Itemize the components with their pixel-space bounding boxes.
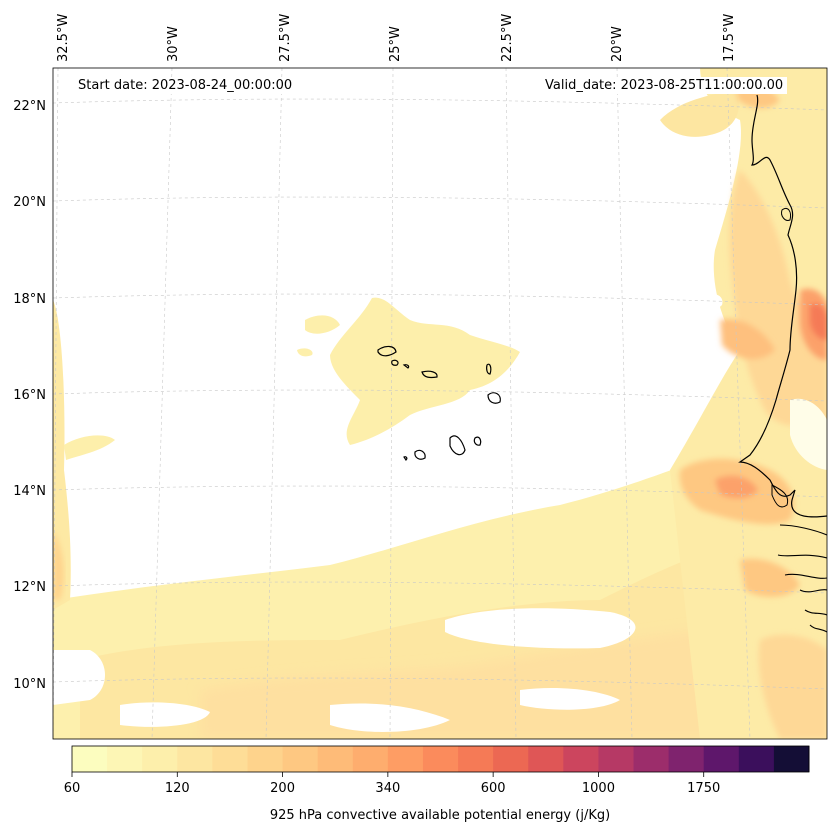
clear-area [705,294,723,310]
colorbar-swatch [528,746,564,772]
colorbar-swatch [247,746,284,772]
colorbar-swatch [703,746,740,772]
map-gridlines [53,68,827,739]
colorbar-swatch [598,746,635,772]
lon-label: 30°W [166,26,181,62]
colorbar-swatch [177,746,213,772]
lon-label: 32.5°W [56,14,71,62]
lat-label: 16°N [13,388,46,403]
cape-western-strip [53,300,71,610]
latitude-labels: 22°N 20°N 18°N 16°N 14°N 12°N 10°N [13,99,46,692]
colorbar [72,746,810,772]
lat-label: 22°N [13,99,46,114]
colorbar-tick-label: 120 [164,781,190,796]
lon-label: 25°W [388,26,403,62]
colorbar-swatch [668,746,705,772]
colorbar-swatch [738,746,775,772]
lon-label: 27.5°W [278,14,293,62]
clear-area [445,608,636,649]
colorbar-tick-label: 1000 [581,781,615,796]
lon-label: 17.5°W [722,14,737,62]
colorbar-ticks [71,772,705,777]
lon-label: 20°W [610,26,625,62]
colorbar-swatch [212,746,248,772]
colorbar-swatch [282,746,319,772]
colorbar-swatch [458,746,494,772]
lat-label: 10°N [13,677,46,692]
colorbar-swatch [493,746,529,772]
colorbar-tick-label: 1750 [687,781,721,796]
colorbar-swatch [387,746,424,772]
colorbar-swatch [142,746,178,772]
colorbar-swatch [352,746,389,772]
colorbar-frame [71,745,810,773]
map-frame [52,67,828,740]
colorbar-swatch [422,746,459,772]
colorbar-swatch [773,746,810,772]
cape-verde-islands [377,345,501,461]
valid-date-label: Valid_date: 2023-08-25T11:00:00.00 [541,77,788,94]
lat-label: 12°N [13,580,46,595]
africa-coastline [738,94,827,518]
colorbar-tick-label: 600 [480,781,506,796]
cape-field [53,68,827,739]
colorbar-title: 925 hPa convective available potential e… [269,808,611,823]
lon-label: 22.5°W [500,14,515,62]
colorbar-tick-label: 340 [375,781,401,796]
longitude-labels: 32.5°W 30°W 27.5°W 25°W 22.5°W 20°W 17.5… [56,14,737,62]
lat-label: 20°N [13,195,46,210]
start-date-label: Start date: 2023-08-24_00:00:00 [74,77,297,94]
colorbar-swatch [107,746,143,772]
lat-label: 18°N [13,292,46,307]
colorbar-tick-label: 60 [63,781,81,796]
colorbar-swatch [72,746,108,772]
colorbar-swatch [633,746,670,772]
colorbar-swatch [317,746,354,772]
colorbar-tick-label: 200 [270,781,295,796]
colorbar-swatch [563,746,599,772]
lat-label: 14°N [13,484,46,499]
